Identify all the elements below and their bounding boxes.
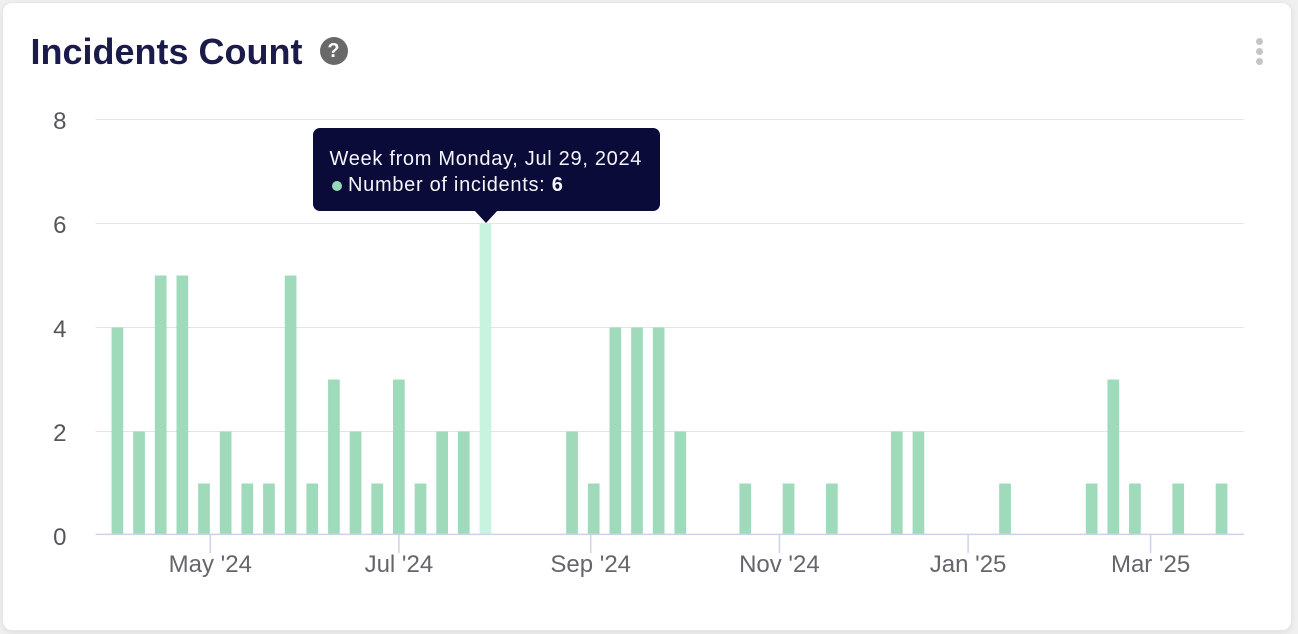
svg-text:2: 2 xyxy=(53,420,66,447)
svg-text:Jul '24: Jul '24 xyxy=(365,551,434,578)
svg-text:Mar '25: Mar '25 xyxy=(1111,551,1190,578)
svg-text:8: 8 xyxy=(53,108,66,135)
svg-text:Nov '24: Nov '24 xyxy=(739,551,820,578)
svg-text:Jan '25: Jan '25 xyxy=(930,551,1007,578)
svg-text:May '24: May '24 xyxy=(169,551,252,578)
svg-text:6: 6 xyxy=(53,212,66,239)
svg-text:Sep '24: Sep '24 xyxy=(550,551,631,578)
svg-text:0: 0 xyxy=(53,524,66,551)
svg-text:4: 4 xyxy=(53,316,66,343)
